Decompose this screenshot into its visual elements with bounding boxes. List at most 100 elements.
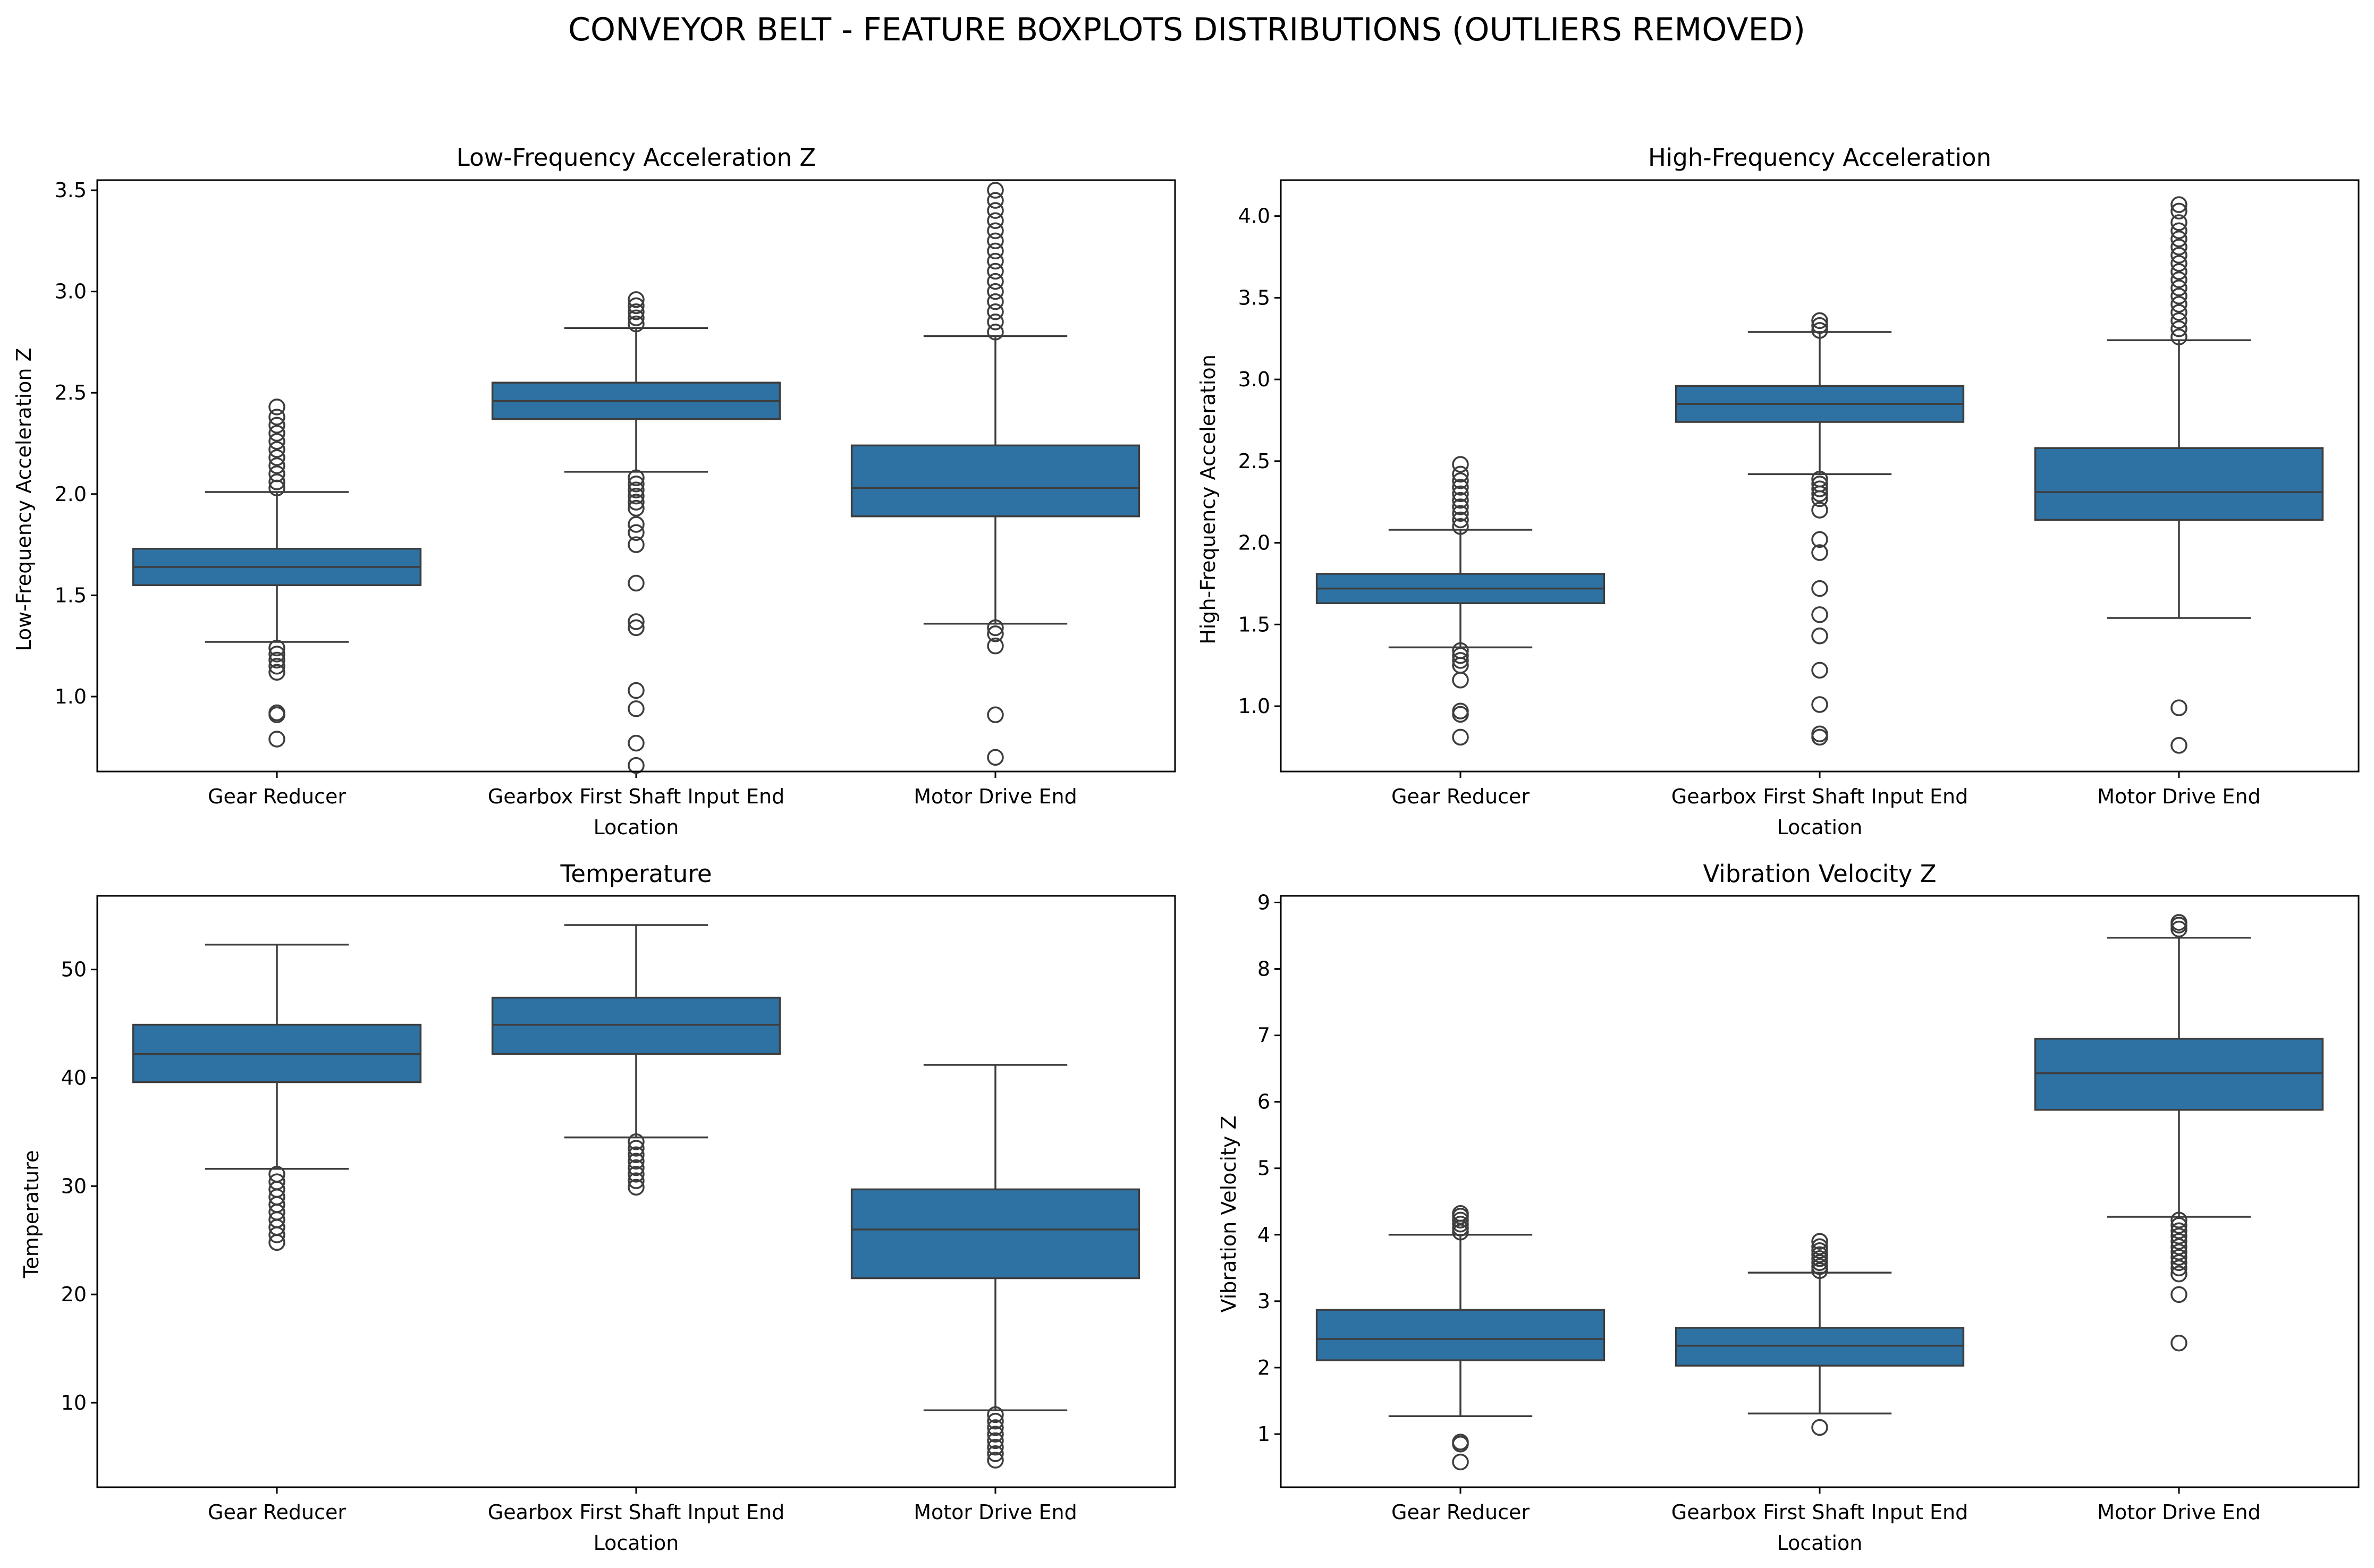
box-iqr	[1675, 1327, 1965, 1367]
outlier-point	[2170, 1222, 2187, 1240]
y-tick-label: 3	[1257, 1290, 1270, 1313]
outlier-point	[1452, 465, 1469, 483]
outlier-point	[628, 619, 645, 637]
panel-low-frequency-acceleration-z: Low-Frequency Acceleration Z Location Lo…	[12, 143, 1176, 839]
outlier-point	[1811, 1419, 1828, 1436]
outlier-point	[2170, 271, 2187, 289]
outlier-point	[987, 1419, 1004, 1436]
outlier-point	[1811, 1233, 1828, 1250]
outlier-point	[987, 1426, 1004, 1443]
outlier-point	[1811, 1242, 1828, 1259]
outlier-point	[1452, 706, 1469, 723]
outlier-point	[2170, 263, 2187, 280]
outlier-point	[628, 734, 645, 752]
outlier-point	[987, 242, 1004, 260]
outlier-point	[268, 417, 285, 434]
y-tick-label: 2	[1257, 1356, 1270, 1379]
outlier-point	[1811, 312, 1828, 329]
outlier-point	[2170, 920, 2187, 938]
outlier-point	[1811, 476, 1828, 493]
outlier-point	[2170, 255, 2187, 272]
plot-frame	[96, 179, 1176, 773]
box-iqr	[850, 444, 1140, 518]
y-axis-label: High-Frequency Acceleration	[1196, 354, 1220, 645]
y-tick-label: 3.5	[1238, 286, 1270, 309]
outlier-point	[2170, 196, 2187, 213]
outlier-point	[1452, 491, 1469, 509]
outlier-point	[1452, 511, 1469, 529]
outlier-point	[628, 291, 645, 308]
y-tick-label: 2.0	[55, 482, 87, 506]
outlier-point	[1811, 470, 1828, 488]
outlier-point	[987, 232, 1004, 250]
outlier-point	[1811, 606, 1828, 623]
outlier-point	[1811, 1262, 1828, 1279]
outlier-point	[987, 1438, 1004, 1456]
y-tick-label: 7	[1257, 1024, 1270, 1047]
panel-title: Temperature	[560, 860, 712, 888]
outlier-point	[628, 1159, 645, 1176]
outlier-point	[2170, 1227, 2187, 1245]
outlier-point	[2170, 230, 2187, 248]
outlier-point	[1811, 662, 1828, 679]
y-tick-label: 8	[1257, 957, 1270, 981]
outlier-point	[628, 574, 645, 592]
y-tick-label: 3.5	[55, 179, 87, 202]
outlier-point	[268, 664, 285, 681]
x-tick-label: Gear Reducer	[1391, 1501, 1530, 1524]
y-tick-label: 4	[1257, 1223, 1270, 1247]
outlier-point	[268, 658, 285, 675]
outlier-point	[628, 682, 645, 699]
outlier-point	[987, 619, 1004, 637]
x-axis-label: Location	[1777, 816, 1863, 839]
outlier-point	[628, 757, 645, 774]
outlier-point	[2170, 1254, 2187, 1272]
outlier-point	[628, 499, 645, 517]
x-tick-label: Gear Reducer	[208, 785, 346, 808]
y-tick-label: 3.0	[55, 280, 87, 303]
y-tick-label: 2.0	[1238, 531, 1270, 555]
outlier-point	[987, 1406, 1004, 1423]
box-iqr	[2034, 447, 2324, 521]
outlier-point	[1452, 472, 1469, 489]
outlier-point	[628, 1166, 645, 1183]
outlier-point	[2170, 737, 2187, 754]
outlier-point	[268, 639, 285, 657]
outlier-point	[2170, 1238, 2187, 1256]
outlier-point	[268, 409, 285, 426]
outlier-point	[628, 1172, 645, 1189]
outlier-point	[987, 283, 1004, 300]
y-tick-label: 1.0	[1238, 694, 1270, 718]
y-tick-label: 2.5	[1238, 450, 1270, 473]
outlier-point	[1452, 702, 1469, 719]
outlier-point	[1811, 1246, 1828, 1264]
outlier-point	[2170, 239, 2187, 256]
y-tick-label: 1.0	[55, 685, 87, 708]
outlier-point	[268, 651, 285, 669]
y-tick-label: 1	[1257, 1422, 1270, 1446]
outlier-point	[268, 473, 285, 490]
outlier-point	[987, 1432, 1004, 1450]
outlier-point	[1811, 317, 1828, 334]
y-tick-label: 10	[61, 1391, 87, 1414]
x-tick-label: Motor Drive End	[2097, 1501, 2261, 1524]
outlier-point	[1811, 696, 1828, 713]
plot-frame	[1280, 179, 2360, 773]
outlier-point	[268, 399, 285, 416]
y-tick-label: 20	[61, 1283, 87, 1306]
outlier-point	[987, 1445, 1004, 1462]
outlier-point	[2170, 247, 2187, 264]
outlier-point	[268, 457, 285, 474]
outlier-point	[2170, 1334, 2187, 1352]
outlier-point	[1452, 505, 1469, 522]
outlier-point	[268, 1166, 285, 1183]
outlier-point	[2170, 699, 2187, 716]
y-tick-label: 2.5	[55, 381, 87, 404]
y-tick-label: 50	[61, 958, 87, 981]
outlier-point	[268, 704, 285, 722]
outlier-point	[987, 303, 1004, 320]
outlier-point	[268, 646, 285, 663]
outlier-point	[268, 449, 285, 466]
outlier-point	[1452, 652, 1469, 669]
x-tick-label: Motor Drive End	[914, 1501, 1077, 1524]
